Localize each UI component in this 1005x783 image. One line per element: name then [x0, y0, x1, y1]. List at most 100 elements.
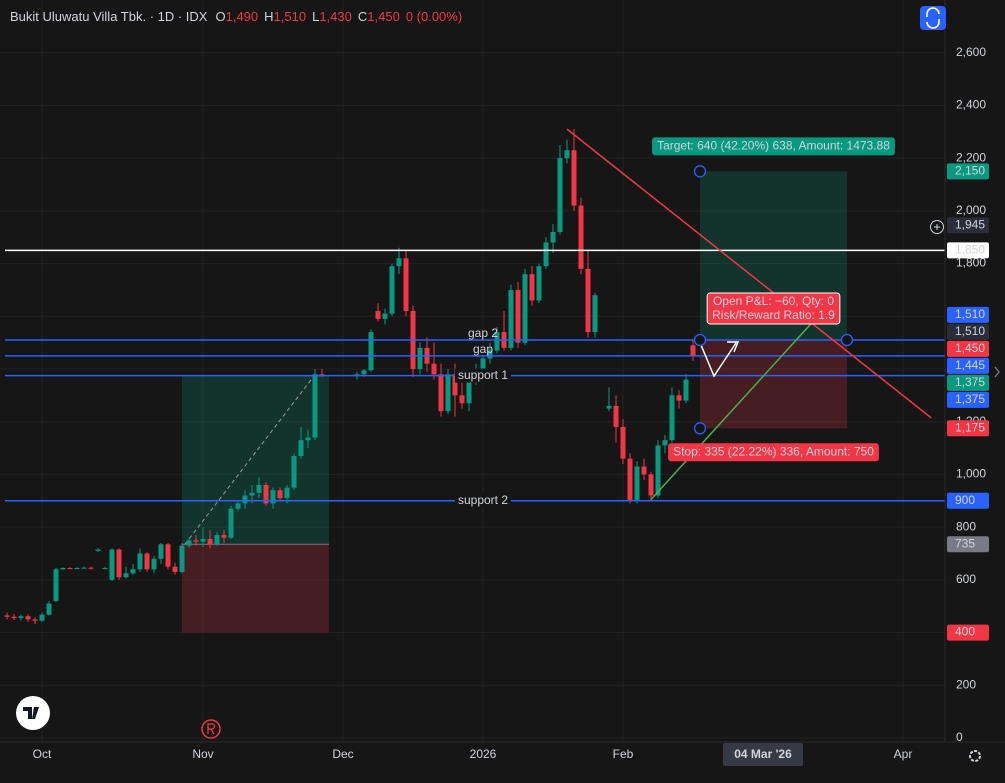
candle-body [669, 395, 675, 441]
trend-line [566, 128, 932, 419]
candle-body [557, 158, 563, 232]
x-tick-label: 2026 [470, 747, 497, 761]
handle [840, 333, 854, 347]
handle [693, 165, 707, 178]
marker-glyph [207, 723, 216, 735]
plus [934, 224, 940, 230]
candle-body [123, 573, 129, 578]
candle-body [74, 567, 80, 569]
candle-body [130, 569, 136, 574]
price-badge-label: 2,150 [955, 163, 985, 177]
candle-body [11, 616, 17, 619]
rr-label: Risk/Reward Ratio: 1.9 [712, 308, 835, 322]
candle-body [571, 150, 577, 206]
candle-body [158, 544, 164, 559]
stop-zone [182, 544, 329, 633]
price-badge [947, 217, 989, 234]
y-tick-label: 200 [956, 677, 976, 691]
candle-body [39, 614, 45, 621]
y-tick-label: 600 [956, 572, 976, 586]
header-text: L [312, 9, 319, 24]
target-label: Target: 640 (42.20%) 638, Amount: 1473.8… [657, 138, 890, 152]
price-badge-label: 1,450 [955, 341, 985, 355]
candle-body [221, 535, 227, 538]
crosshair-label: 04 Mar '26 [734, 747, 792, 761]
candle-body [214, 535, 220, 545]
line-label: gap 2 [468, 326, 498, 340]
candle-body [312, 374, 318, 438]
candle-body [431, 363, 437, 375]
candle-body [585, 268, 591, 333]
candle-body [270, 490, 276, 504]
price-badge [947, 536, 989, 553]
candle-body [382, 313, 388, 319]
candle-body [480, 358, 486, 369]
drawn-arrow [700, 341, 740, 378]
line-label: support 2 [458, 493, 508, 507]
candle-body [144, 553, 150, 570]
price-badge-label: 1,850 [955, 243, 985, 257]
candle-body [375, 311, 381, 319]
line-label: support 1 [458, 368, 508, 382]
candle-body [228, 508, 234, 538]
header-text: 1,490 [226, 9, 259, 24]
add-alert-icon[interactable] [930, 220, 944, 234]
candle-body [298, 440, 304, 456]
candle-body [193, 540, 199, 542]
price-badge-label: 1,945 [955, 218, 985, 232]
candle-body [648, 474, 654, 496]
x-tick-label: Oct [33, 747, 52, 761]
crosshair-label-box [723, 743, 803, 766]
candle-body [81, 567, 87, 569]
price-badge [947, 492, 989, 509]
price-badge-label: 1,445 [955, 358, 985, 372]
dividend-marker[interactable] [201, 719, 221, 739]
price-badge-label: 400 [955, 625, 975, 639]
fullscreen-button[interactable] [920, 6, 946, 30]
axis-layer: 02004006008001,0001,2001,4001,6001,8002,… [33, 45, 989, 766]
candle-body [487, 350, 493, 359]
header-text: H [264, 9, 273, 24]
candle-body [277, 490, 283, 499]
tv-logo-mark [23, 707, 39, 719]
candle-body [242, 495, 248, 504]
pnl-box [706, 292, 841, 325]
y-tick-label: 2,600 [956, 45, 986, 59]
candle-body [25, 616, 31, 620]
candle-body [452, 374, 458, 396]
candle-body [263, 484, 269, 504]
candle-body [522, 274, 528, 343]
candle-body [578, 205, 584, 269]
candle-body [655, 445, 661, 496]
stop-label: Stop: 335 (22.22%) 336, Amount: 750 [673, 444, 874, 458]
candle-body [284, 487, 290, 499]
y-tick-label: 1,000 [956, 467, 986, 481]
price-badge [947, 420, 989, 437]
line-layer: gap 2 gap support 1 support 2 [5, 128, 945, 508]
header-text: 1,450 [367, 9, 400, 24]
price-badge [947, 163, 989, 180]
candle-body [536, 266, 542, 301]
header-text: 0 (0.00%) [406, 9, 462, 24]
candle-body [592, 295, 598, 333]
candle-body [305, 437, 311, 441]
candle-body [494, 332, 500, 351]
candle-body [95, 549, 101, 551]
settings-icon[interactable] [969, 750, 981, 762]
progress-line [184, 375, 315, 545]
candle-body [186, 540, 192, 546]
candle-body [508, 289, 514, 348]
price-badge-label: 1,375 [955, 375, 985, 389]
expand-arrow[interactable] [994, 366, 1000, 378]
y-tick-label: 1,800 [956, 256, 986, 270]
price-badge-label: 900 [955, 493, 975, 507]
header-text: Bukit Uluwatu Villa Tbk. · 1D · IDX [10, 9, 208, 24]
candle-body [172, 566, 178, 572]
header-text: 1,430 [319, 9, 352, 24]
price-badge [947, 340, 989, 357]
candle-body [641, 466, 647, 475]
candle-body [4, 615, 10, 617]
candle-body [235, 503, 241, 509]
price-badge [947, 306, 989, 323]
